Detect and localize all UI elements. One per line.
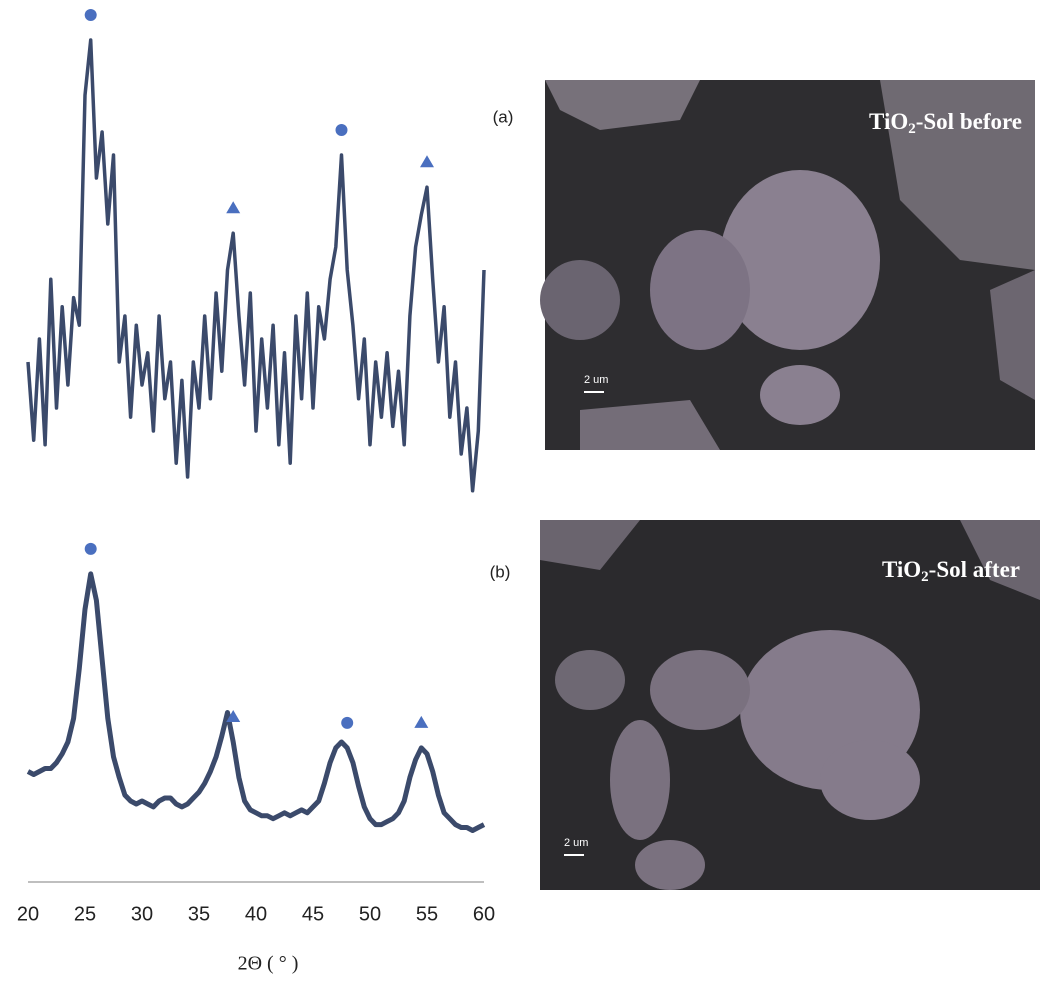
sem-caption: TiO2-Sol after <box>882 557 1020 585</box>
x-tick-label: 25 <box>74 903 96 925</box>
sem-image-b <box>540 520 1040 890</box>
x-tick-label: 30 <box>131 903 153 925</box>
x-tick-label: 45 <box>302 903 324 925</box>
xrd-line <box>26 571 486 833</box>
x-tick-label: 60 <box>473 903 495 925</box>
x-axis-label: 2Θ ( ° ) <box>238 953 299 975</box>
caption-subscript: 2 <box>921 569 929 585</box>
peak-marker-triangle <box>226 201 241 214</box>
peak-marker-triangle <box>420 155 434 168</box>
scale-bar-label: 2 um <box>564 837 588 849</box>
caption-text: -Sol after <box>929 557 1020 582</box>
panel-tag: (a) <box>493 107 514 126</box>
peak-marker-circle <box>335 124 348 136</box>
x-tick-label: 40 <box>245 903 267 925</box>
caption-text: TiO <box>882 557 921 582</box>
x-tick-label: 20 <box>17 903 39 925</box>
caption-text: -Sol before <box>916 109 1022 134</box>
x-tick-label: 50 <box>359 903 381 925</box>
scale-bar-label: 2 um <box>584 374 608 386</box>
xrd-line <box>26 38 486 493</box>
peak-marker-circle <box>84 9 97 21</box>
panel-tag: (b) <box>490 562 511 581</box>
peak-marker-triangle <box>414 715 429 728</box>
sem-image-a <box>540 80 1035 450</box>
caption-text: TiO <box>869 109 908 134</box>
sem-caption: TiO2-Sol before <box>869 109 1022 137</box>
peak-marker-circle <box>341 716 354 729</box>
peak-marker-triangle <box>226 710 241 722</box>
caption-subscript: 2 <box>908 121 916 137</box>
x-tick-label: 35 <box>188 903 210 925</box>
peak-marker-circle <box>84 542 97 555</box>
x-tick-label: 55 <box>416 903 438 925</box>
